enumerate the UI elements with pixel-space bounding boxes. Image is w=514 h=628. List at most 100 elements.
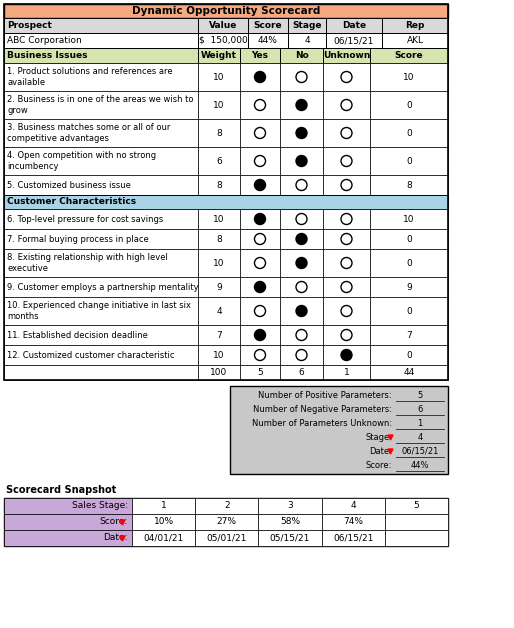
Bar xyxy=(280,119,323,147)
Bar xyxy=(280,48,323,63)
Bar xyxy=(198,229,240,249)
Circle shape xyxy=(254,281,266,293)
Bar xyxy=(323,345,370,365)
Text: Value: Value xyxy=(209,21,237,30)
Bar xyxy=(4,229,198,249)
Bar xyxy=(370,48,448,63)
Bar xyxy=(4,514,132,530)
Text: 10: 10 xyxy=(213,350,225,359)
Bar xyxy=(323,147,370,175)
Bar xyxy=(198,209,240,229)
Bar xyxy=(198,147,240,175)
Bar xyxy=(322,514,385,530)
Bar xyxy=(4,4,448,380)
Bar xyxy=(370,325,448,345)
Bar xyxy=(195,514,259,530)
Bar xyxy=(323,365,370,380)
Text: Prospect: Prospect xyxy=(7,21,52,30)
Text: 4. Open competition with no strong
incumbency: 4. Open competition with no strong incum… xyxy=(7,151,156,171)
Bar xyxy=(323,48,370,63)
Text: Number of Parameters Unknown:: Number of Parameters Unknown: xyxy=(252,418,392,428)
Bar xyxy=(323,119,370,147)
Text: Unknown: Unknown xyxy=(323,51,370,60)
Bar xyxy=(326,18,382,33)
Text: 05/15/21: 05/15/21 xyxy=(270,534,310,543)
Bar xyxy=(198,365,240,380)
Bar xyxy=(248,18,288,33)
Text: 2. Business is in one of the areas we wish to
grow: 2. Business is in one of the areas we wi… xyxy=(7,95,193,115)
Text: Score:: Score: xyxy=(365,460,392,470)
Circle shape xyxy=(254,234,266,244)
Text: 12. Customized customer characteristic: 12. Customized customer characteristic xyxy=(7,350,174,359)
Bar xyxy=(4,18,198,33)
Bar xyxy=(385,498,448,514)
Circle shape xyxy=(254,156,266,166)
Text: 4: 4 xyxy=(304,36,310,45)
Text: 6: 6 xyxy=(299,368,304,377)
Text: 0: 0 xyxy=(406,234,412,244)
Text: Customer Characteristics: Customer Characteristics xyxy=(7,197,136,207)
Bar xyxy=(198,119,240,147)
Text: 10: 10 xyxy=(213,72,225,82)
Bar xyxy=(4,91,198,119)
Bar xyxy=(198,297,240,325)
Text: 7: 7 xyxy=(406,330,412,340)
Text: ABC Corporation: ABC Corporation xyxy=(7,36,82,45)
Bar xyxy=(198,249,240,277)
Bar xyxy=(280,365,323,380)
Text: Stage:: Stage: xyxy=(365,433,392,441)
Text: 0: 0 xyxy=(406,306,412,315)
Circle shape xyxy=(296,350,307,360)
Text: Date:: Date: xyxy=(103,534,128,543)
Bar xyxy=(288,33,326,48)
Bar xyxy=(280,91,323,119)
Text: 8: 8 xyxy=(216,234,222,244)
Circle shape xyxy=(254,350,266,360)
Circle shape xyxy=(341,180,352,190)
Text: 10. Experienced change initiative in last six
months: 10. Experienced change initiative in las… xyxy=(7,301,191,321)
Text: 5: 5 xyxy=(257,368,263,377)
Bar xyxy=(323,91,370,119)
Bar xyxy=(240,91,280,119)
Bar xyxy=(370,345,448,365)
Circle shape xyxy=(341,127,352,139)
Circle shape xyxy=(254,99,266,111)
Bar xyxy=(198,48,240,63)
Bar xyxy=(370,297,448,325)
Text: Business Issues: Business Issues xyxy=(7,51,87,60)
Bar xyxy=(280,63,323,91)
Bar xyxy=(280,147,323,175)
Text: 7: 7 xyxy=(216,330,222,340)
Bar xyxy=(4,63,198,91)
Text: Sales Stage:: Sales Stage: xyxy=(72,502,128,511)
Text: 100: 100 xyxy=(210,368,228,377)
Circle shape xyxy=(296,305,307,317)
Bar xyxy=(280,345,323,365)
Bar xyxy=(323,249,370,277)
Bar xyxy=(230,386,448,474)
Text: 10: 10 xyxy=(403,72,415,82)
Text: 7. Formal buying process in place: 7. Formal buying process in place xyxy=(7,234,149,244)
Circle shape xyxy=(341,72,352,82)
Polygon shape xyxy=(120,536,125,541)
Bar xyxy=(198,63,240,91)
Bar xyxy=(280,325,323,345)
Bar xyxy=(4,209,198,229)
Text: 4: 4 xyxy=(216,306,222,315)
Bar xyxy=(4,175,198,195)
Bar xyxy=(4,147,198,175)
Bar xyxy=(326,33,382,48)
Text: 06/15/21: 06/15/21 xyxy=(334,36,374,45)
Bar xyxy=(198,345,240,365)
Bar xyxy=(4,498,132,514)
Circle shape xyxy=(254,305,266,317)
Circle shape xyxy=(254,214,266,224)
Circle shape xyxy=(296,180,307,190)
Bar xyxy=(370,119,448,147)
Bar xyxy=(323,63,370,91)
Bar xyxy=(370,229,448,249)
Bar xyxy=(4,119,198,147)
Bar xyxy=(4,498,448,546)
Text: 10: 10 xyxy=(403,215,415,224)
Circle shape xyxy=(296,156,307,166)
